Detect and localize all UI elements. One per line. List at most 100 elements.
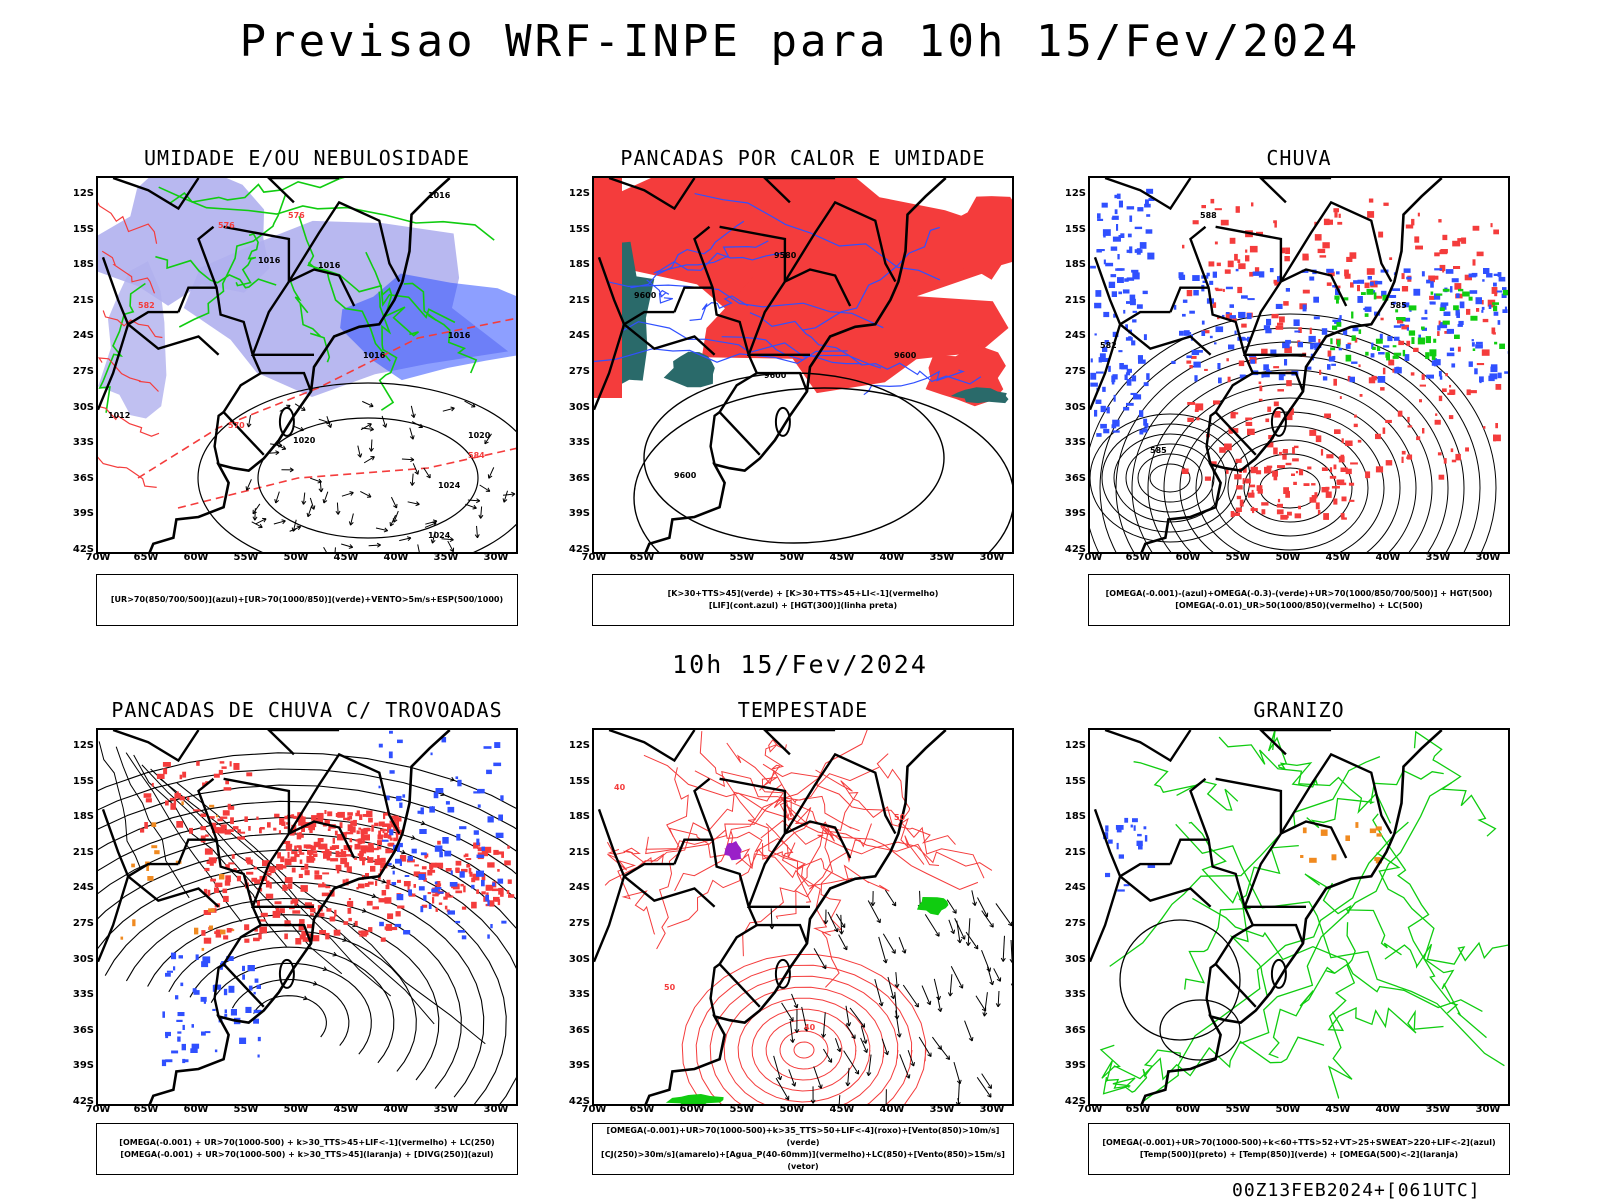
state-border [757, 925, 807, 943]
latitude-tick-label: 27S [66, 366, 94, 377]
thunderstorm-area-red [428, 892, 432, 894]
omega-humidity-blue [1421, 317, 1427, 320]
divergence-250-blue [456, 776, 459, 779]
divergence-250-blue [436, 788, 444, 793]
omega-humidity-red [1256, 470, 1261, 474]
state-border [749, 834, 810, 907]
omega-humidity-red [1402, 286, 1408, 292]
lagoon-outline [776, 408, 790, 436]
omega-humidity-blue [1282, 343, 1290, 349]
thunderstorm-area-red [445, 906, 448, 910]
divergence-250-blue [382, 840, 389, 842]
divergence-250-blue [205, 1031, 211, 1033]
thunderstorm-area-red [219, 770, 223, 775]
wind-vector [839, 935, 847, 950]
thunderstorm-area-red [224, 787, 232, 790]
omega-humidity-blue [1488, 376, 1494, 381]
thunderstorm-area-red [225, 829, 231, 834]
divergence-250-blue [176, 1020, 182, 1022]
omega-humidity-red [1402, 273, 1405, 279]
omega-humidity-blue [1486, 273, 1492, 277]
thunderstorm-area-red [374, 823, 378, 827]
height-500-contour [1100, 328, 1480, 554]
omega-500-orange [1355, 822, 1358, 828]
state-border [1281, 822, 1346, 859]
omega-humidity-blue [1115, 209, 1118, 214]
omega-humidity-blue [1102, 203, 1108, 208]
omega-strong-green [1410, 331, 1415, 336]
omega-humidity-blue [1327, 364, 1331, 370]
thunderstorm-area-red [334, 930, 341, 936]
divergence-250-blue [460, 871, 465, 877]
divergence-250-blue [487, 934, 490, 938]
omega-humidity-red [1337, 222, 1342, 225]
wind-vector [950, 974, 952, 996]
thunderstorm-area-red [223, 889, 228, 894]
omega-humidity-red [1283, 487, 1289, 494]
wind-vector [966, 932, 978, 949]
omega-humidity-red [1358, 440, 1362, 443]
omega-humidity-red [1444, 458, 1447, 464]
omega-500-orange [1370, 829, 1376, 834]
latitude-tick-label: 39S [1058, 1060, 1086, 1071]
omega-humidity-red [1451, 448, 1454, 452]
omega-humidity-blue [1336, 271, 1340, 274]
map-graphic: 1016101610161016102010241024102010161012… [98, 178, 518, 554]
omega-strong-green [1432, 353, 1436, 360]
divergence-250-blue [179, 955, 184, 958]
hail-area-blue [1105, 873, 1110, 877]
omega-humidity-red [1473, 226, 1480, 231]
omega-humidity-blue [1482, 279, 1484, 282]
omega-humidity-red [1279, 452, 1282, 455]
thunderstorm-area-red [396, 817, 401, 821]
omega-humidity-blue [1113, 430, 1120, 432]
map-area [96, 728, 518, 1106]
omega-strong-green [1499, 344, 1505, 349]
omega-humidity-blue [1132, 375, 1137, 381]
thunderstorm-area-red [279, 818, 284, 825]
thunderstorm-area-red [386, 850, 394, 853]
omega-humidity-red [1350, 462, 1358, 464]
thunderstorm-area-red [311, 815, 316, 821]
legend-line: [OMEGA(-0.001) + UR>70(1000-500) + k>30_… [119, 1137, 494, 1149]
longitude-tick-label: 65W [131, 1104, 161, 1115]
divergence-250-blue [487, 900, 489, 906]
longitude-tick-label: 30W [481, 1104, 511, 1115]
cyclone-streamline-red [780, 1031, 828, 1069]
omega-humidity-blue [1394, 337, 1400, 341]
omega-humidity-red [1447, 393, 1454, 395]
divergence-250-blue [162, 1011, 165, 1017]
omega-humidity-blue [1434, 364, 1436, 366]
thunderstorm-area-red [283, 865, 287, 868]
omega-humidity-red [1369, 199, 1373, 203]
streamline-850-red [605, 784, 782, 885]
divergence-250-blue [242, 974, 245, 979]
latitude-tick-label: 24S [562, 330, 590, 341]
latitude-tick-label: 39S [1058, 508, 1086, 519]
omega-humidity-blue [1446, 269, 1454, 274]
omega-humidity-red [1236, 485, 1243, 489]
thunderstorm-area-red [382, 890, 387, 896]
map-area: 960096009600960096009580 [592, 176, 1014, 554]
omega-strong-green [1431, 292, 1434, 295]
thunderstorm-area-red [298, 846, 301, 852]
thunderstorm-area-red [465, 854, 469, 857]
hail-area-blue [1117, 843, 1119, 849]
temperature-850-green [1307, 771, 1444, 828]
omega-humidity-red [1283, 449, 1288, 453]
omega-humidity-red [1277, 504, 1283, 508]
thunderstorm-area-red [208, 890, 211, 897]
omega-humidity-red [1334, 212, 1337, 218]
omega-humidity-blue [1182, 314, 1186, 317]
omega-humidity-blue [1353, 328, 1359, 332]
omega-humidity-blue [1216, 326, 1224, 332]
thunderstorm-area-red [397, 906, 404, 909]
divergence-250-blue [476, 839, 479, 846]
panel-legend: [OMEGA(-0.001)+UR>70(1000-500)+k<60+TTS>… [1088, 1123, 1510, 1175]
thunderstorm-area-red [292, 910, 300, 913]
longitude-tick-label: 60W [677, 552, 707, 563]
divergence-250-blue [192, 1024, 195, 1028]
omega-humidity-blue [1236, 269, 1239, 271]
omega-humidity-red [1293, 482, 1297, 485]
